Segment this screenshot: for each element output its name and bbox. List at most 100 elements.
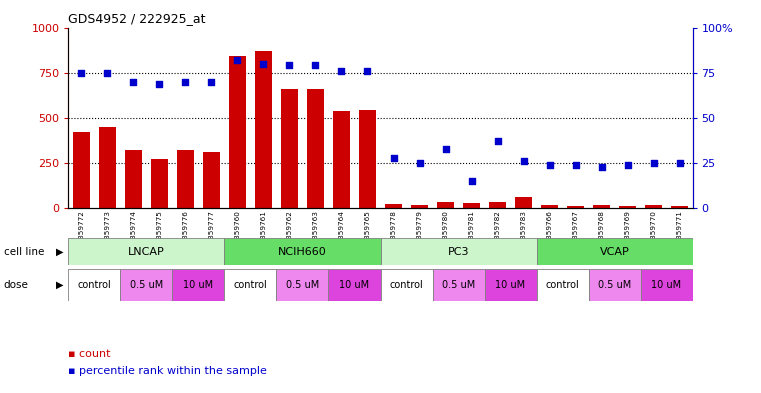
Text: control: control xyxy=(390,280,423,290)
Bar xyxy=(68,269,120,301)
Bar xyxy=(73,132,90,208)
Text: ▪ count: ▪ count xyxy=(68,349,111,359)
Text: 10 uM: 10 uM xyxy=(495,280,526,290)
Bar xyxy=(432,269,485,301)
Point xyxy=(439,145,451,152)
Text: GSM1359773: GSM1359773 xyxy=(104,210,110,259)
Bar xyxy=(276,269,329,301)
Bar xyxy=(463,203,480,208)
Text: GSM1359768: GSM1359768 xyxy=(598,210,604,259)
Text: GSM1359760: GSM1359760 xyxy=(234,210,240,259)
Point xyxy=(595,163,607,170)
Text: 10 uM: 10 uM xyxy=(339,280,370,290)
Point xyxy=(466,178,478,184)
Text: cell line: cell line xyxy=(4,246,44,257)
Bar xyxy=(307,89,324,208)
Bar xyxy=(380,269,432,301)
Bar xyxy=(641,269,693,301)
Text: GSM1359782: GSM1359782 xyxy=(495,210,501,259)
Text: GSM1359772: GSM1359772 xyxy=(78,210,84,259)
Text: GSM1359761: GSM1359761 xyxy=(260,210,266,259)
Bar xyxy=(619,206,636,208)
Text: GSM1359771: GSM1359771 xyxy=(677,210,683,259)
Point xyxy=(180,79,192,85)
Point xyxy=(673,160,686,166)
Point xyxy=(569,162,581,168)
Text: GSM1359767: GSM1359767 xyxy=(572,210,578,259)
Text: control: control xyxy=(78,280,111,290)
Bar xyxy=(411,205,428,208)
Bar xyxy=(537,238,693,265)
Point xyxy=(336,68,348,74)
Bar xyxy=(229,57,246,208)
Point xyxy=(622,162,634,168)
Text: control: control xyxy=(234,280,267,290)
Text: GSM1359764: GSM1359764 xyxy=(339,210,345,259)
Point xyxy=(75,70,88,76)
Text: GSM1359770: GSM1359770 xyxy=(651,210,657,259)
Text: NCIH660: NCIH660 xyxy=(278,246,327,257)
Point xyxy=(257,61,269,67)
Bar xyxy=(151,158,168,208)
Point xyxy=(648,160,660,166)
Text: 0.5 uM: 0.5 uM xyxy=(130,280,163,290)
Text: ▪ percentile rank within the sample: ▪ percentile rank within the sample xyxy=(68,366,267,376)
Bar xyxy=(224,238,380,265)
Bar xyxy=(380,238,537,265)
Point xyxy=(492,138,504,145)
Bar xyxy=(281,89,298,208)
Text: GSM1359778: GSM1359778 xyxy=(390,210,396,259)
Bar xyxy=(224,269,276,301)
Text: LNCAP: LNCAP xyxy=(128,246,165,257)
Text: GSM1359780: GSM1359780 xyxy=(442,210,448,259)
Bar xyxy=(359,110,376,208)
Bar xyxy=(125,151,142,208)
Text: 0.5 uM: 0.5 uM xyxy=(598,280,631,290)
Text: GSM1359762: GSM1359762 xyxy=(286,210,292,259)
Bar xyxy=(203,152,220,208)
Point xyxy=(310,62,322,69)
Point xyxy=(283,62,295,69)
Point xyxy=(205,79,218,85)
Point xyxy=(387,154,400,161)
Point xyxy=(413,160,425,166)
Bar xyxy=(489,202,506,208)
Bar xyxy=(645,205,662,208)
Text: GSM1359763: GSM1359763 xyxy=(313,210,319,259)
Text: ▶: ▶ xyxy=(56,246,63,257)
Point xyxy=(543,162,556,168)
Point xyxy=(361,68,374,74)
Bar xyxy=(99,127,116,208)
Text: PC3: PC3 xyxy=(447,246,470,257)
Point xyxy=(101,70,113,76)
Text: GSM1359783: GSM1359783 xyxy=(521,210,527,259)
Text: 0.5 uM: 0.5 uM xyxy=(442,280,475,290)
Text: 0.5 uM: 0.5 uM xyxy=(286,280,319,290)
Point xyxy=(127,79,139,85)
Bar xyxy=(593,205,610,208)
Bar xyxy=(567,206,584,208)
Bar xyxy=(68,238,224,265)
Point xyxy=(517,158,530,164)
Text: dose: dose xyxy=(4,280,29,290)
Bar xyxy=(537,269,588,301)
Text: GSM1359781: GSM1359781 xyxy=(469,210,475,259)
Bar xyxy=(671,206,688,208)
Text: VCAP: VCAP xyxy=(600,246,629,257)
Text: GSM1359775: GSM1359775 xyxy=(157,210,163,259)
Bar xyxy=(485,269,537,301)
Text: control: control xyxy=(546,280,579,290)
Text: GSM1359766: GSM1359766 xyxy=(546,210,552,259)
Bar xyxy=(173,269,224,301)
Bar xyxy=(385,204,402,208)
Text: GSM1359774: GSM1359774 xyxy=(130,210,136,259)
Bar xyxy=(588,269,641,301)
Text: GSM1359769: GSM1359769 xyxy=(625,210,631,259)
Point xyxy=(231,57,244,63)
Text: GSM1359779: GSM1359779 xyxy=(416,210,422,259)
Text: GDS4952 / 222925_at: GDS4952 / 222925_at xyxy=(68,12,206,25)
Bar xyxy=(333,111,350,208)
Bar xyxy=(437,202,454,208)
Text: GSM1359776: GSM1359776 xyxy=(183,210,189,259)
Text: 10 uM: 10 uM xyxy=(183,280,214,290)
